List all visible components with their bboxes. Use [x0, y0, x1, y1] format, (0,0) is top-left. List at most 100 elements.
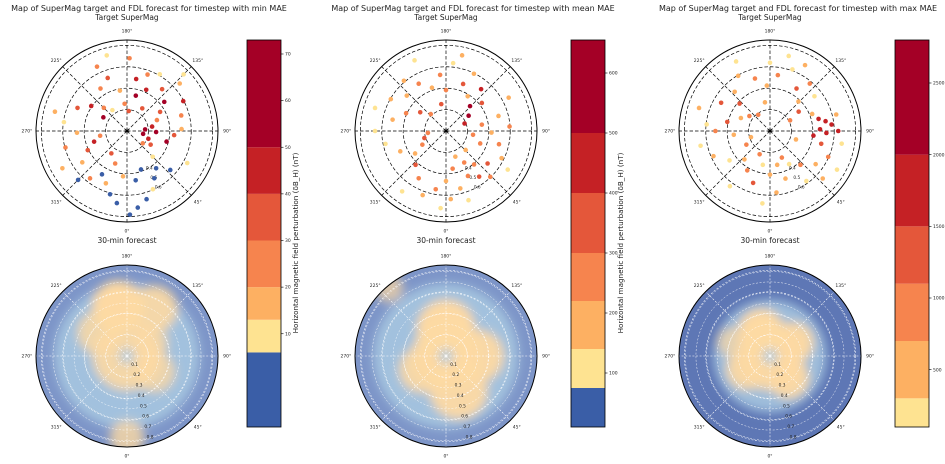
- angle-tick-label: 0°: [443, 229, 448, 235]
- station-point: [507, 124, 512, 129]
- station-point: [425, 130, 431, 136]
- station-point: [794, 86, 799, 91]
- colorbar-bin: [571, 301, 605, 349]
- angle-tick-label: 180°: [441, 254, 452, 260]
- angle-tick-label: 315°: [694, 199, 705, 205]
- station-point: [466, 197, 471, 203]
- colorbar: 500 1000 1500 2000 2500: [894, 39, 945, 428]
- station-point: [748, 134, 754, 140]
- colorbar-label: Horizontal magnetic field perturbation (…: [291, 152, 300, 333]
- station-point: [704, 122, 709, 127]
- station-point: [764, 83, 770, 88]
- colorbar-label: Horizontal magnetic field perturbation (…: [616, 152, 625, 333]
- station-point: [181, 72, 186, 77]
- colorbar-bin: [571, 133, 605, 193]
- radial-grid-ring: [748, 334, 792, 378]
- forecast-subtitle: 30-min forecast: [740, 236, 799, 245]
- angular-grid-line: [769, 355, 835, 421]
- angle-tick-label: 45°: [513, 424, 521, 430]
- angle-tick-label: 135°: [192, 58, 203, 64]
- radial-grid-ring: [403, 313, 489, 399]
- station-point: [737, 101, 742, 106]
- station-point: [153, 165, 159, 171]
- station-point: [713, 128, 718, 134]
- station-point: [138, 167, 144, 172]
- station-point: [420, 192, 425, 198]
- radial-grid-ring: [382, 292, 510, 420]
- angle-tick-label: 270°: [21, 129, 32, 135]
- station-point: [793, 137, 799, 142]
- colorbar-tick-label: 20: [285, 285, 291, 291]
- station-point: [140, 141, 146, 146]
- station-point: [91, 139, 97, 144]
- angular-grid-line: [445, 130, 511, 196]
- radial-grid-ring: [83, 87, 171, 175]
- polar-outline: [354, 39, 538, 223]
- station-point: [412, 58, 417, 63]
- polar-outline: [35, 264, 219, 448]
- station-point: [159, 86, 165, 92]
- station-point: [85, 147, 91, 153]
- angle-tick-label: 90°: [542, 354, 550, 360]
- station-point: [101, 115, 106, 120]
- station-point: [416, 175, 422, 181]
- angular-grid-line: [769, 66, 835, 132]
- forecast-polar-plot: 180° 135° 90° 45° 0° 315° 270° 225° 0.1 0.2 0.3 0.4…: [664, 254, 874, 460]
- angle-tick-label: 225°: [694, 283, 705, 289]
- station-point: [133, 177, 138, 183]
- station-point: [735, 73, 741, 79]
- station-point: [698, 143, 703, 149]
- station-point: [443, 87, 449, 93]
- station-point: [153, 129, 159, 135]
- station-point: [148, 142, 153, 147]
- station-point: [496, 141, 502, 147]
- radial-tick-label: 0.4: [789, 165, 796, 171]
- radial-tick-label: 0.1: [774, 362, 781, 368]
- station-point: [466, 113, 471, 119]
- angle-tick-label: 90°: [223, 354, 231, 360]
- station-point: [465, 93, 471, 99]
- angle-tick-label: 315°: [694, 424, 705, 430]
- forecast-subtitle: 30-min forecast: [416, 236, 475, 245]
- station-point: [496, 113, 501, 119]
- radial-grid-ring: [402, 312, 490, 400]
- colorbar-bin: [247, 147, 281, 194]
- radial-tick-label: 0.6: [461, 414, 468, 420]
- station-point: [63, 145, 68, 150]
- station-point: [117, 88, 123, 93]
- radial-tick-label: 0.2: [776, 372, 783, 378]
- station-point: [139, 106, 145, 111]
- station-point: [458, 186, 463, 191]
- angular-grid-line: [126, 130, 192, 196]
- station-point: [762, 100, 768, 105]
- station-point: [107, 191, 113, 197]
- angle-tick-label: 135°: [835, 58, 846, 64]
- radial-grid-ring: [684, 270, 856, 442]
- radial-tick-label: 0.7: [787, 424, 794, 430]
- pole-marker: ✶: [766, 127, 774, 137]
- angle-tick-label: 45°: [837, 199, 845, 205]
- polar-outline: [35, 39, 219, 223]
- radial-grid-ring: [392, 302, 500, 410]
- station-point: [126, 108, 132, 114]
- station-point: [184, 160, 190, 166]
- angle-tick-label: 0°: [124, 229, 129, 235]
- station-point: [443, 178, 449, 184]
- station-point: [157, 71, 163, 77]
- panel-title: Map of SuperMag target and FDL forecast …: [659, 4, 937, 13]
- angular-grid-line: [62, 66, 128, 132]
- station-point: [796, 109, 801, 114]
- station-point: [834, 167, 840, 172]
- station-point: [140, 131, 146, 137]
- colorbar-tick-label: 1000: [933, 296, 945, 302]
- radial-tick-label: 0.8: [790, 434, 797, 440]
- angular-grid-line: [705, 130, 771, 196]
- station-point: [97, 133, 103, 139]
- station-point: [696, 105, 702, 111]
- radial-grid-ring: [62, 291, 192, 421]
- station-point: [813, 161, 818, 167]
- station-point: [506, 95, 511, 100]
- station-point: [412, 151, 418, 156]
- radial-grid-ring: [759, 345, 781, 367]
- angle-tick-label: 225°: [51, 58, 62, 64]
